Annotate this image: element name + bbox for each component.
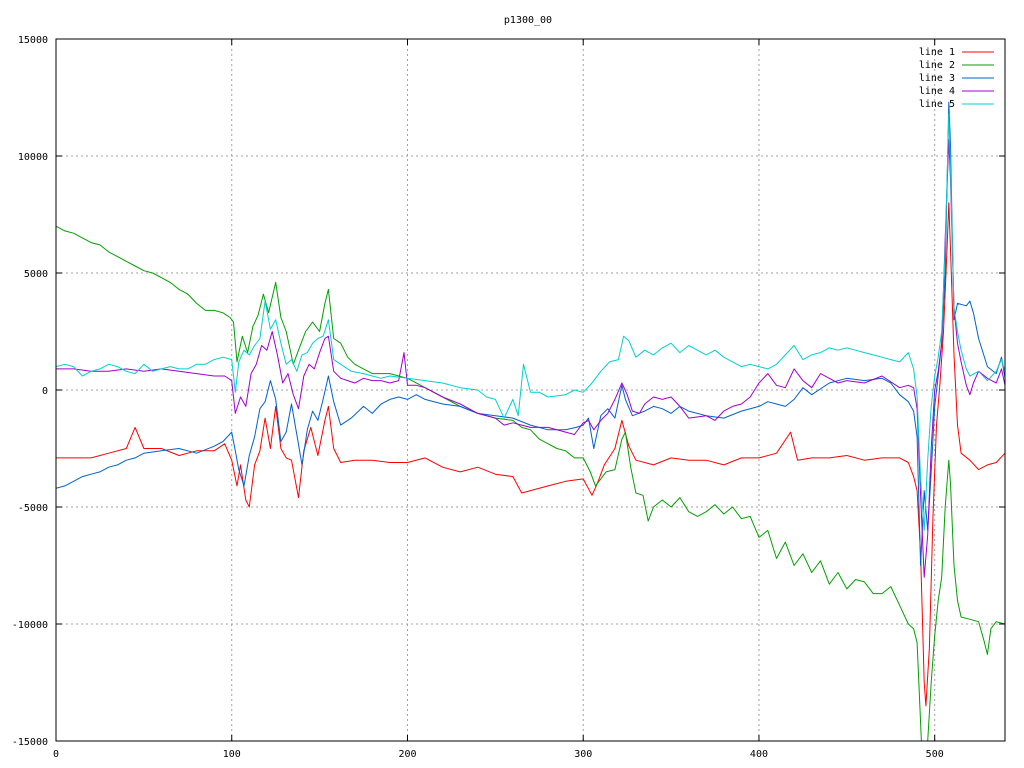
y-tick-label: 15000 xyxy=(18,35,48,46)
y-tick-label: -15000 xyxy=(12,737,48,748)
y-tick-label: 10000 xyxy=(18,152,48,163)
x-tick-label: 500 xyxy=(926,749,944,760)
legend-label: line 2 xyxy=(919,60,955,71)
x-tick-label: 100 xyxy=(223,749,241,760)
series-line-5 xyxy=(56,113,1005,531)
legend-label: line 5 xyxy=(919,99,955,110)
x-tick-label: 200 xyxy=(398,749,416,760)
series-line-3 xyxy=(56,101,1005,566)
legend-label: line 1 xyxy=(919,47,955,58)
y-tick-label: 0 xyxy=(42,386,48,397)
legend-label: line 4 xyxy=(919,86,955,97)
chart-title: p1300_00 xyxy=(504,15,552,26)
series-line-4 xyxy=(56,139,1005,578)
series-line-2 xyxy=(56,225,1005,741)
x-tick-label: 300 xyxy=(574,749,592,760)
y-tick-label: 5000 xyxy=(24,269,48,280)
series-group xyxy=(56,101,1005,741)
y-tick-label: -5000 xyxy=(18,503,48,514)
series-line-1 xyxy=(56,202,1005,707)
y-tick-label: -10000 xyxy=(12,620,48,631)
x-tick-label: 400 xyxy=(750,749,768,760)
legend-label: line 3 xyxy=(919,73,955,84)
x-tick-label: 0 xyxy=(53,749,59,760)
legend: line 1 line 2 line 3 line 4 line 5 xyxy=(919,47,994,110)
axis-ticks: 0 100 200 300 400 500 -15000 -10000 -5000 0 5000 10… xyxy=(12,35,1005,760)
